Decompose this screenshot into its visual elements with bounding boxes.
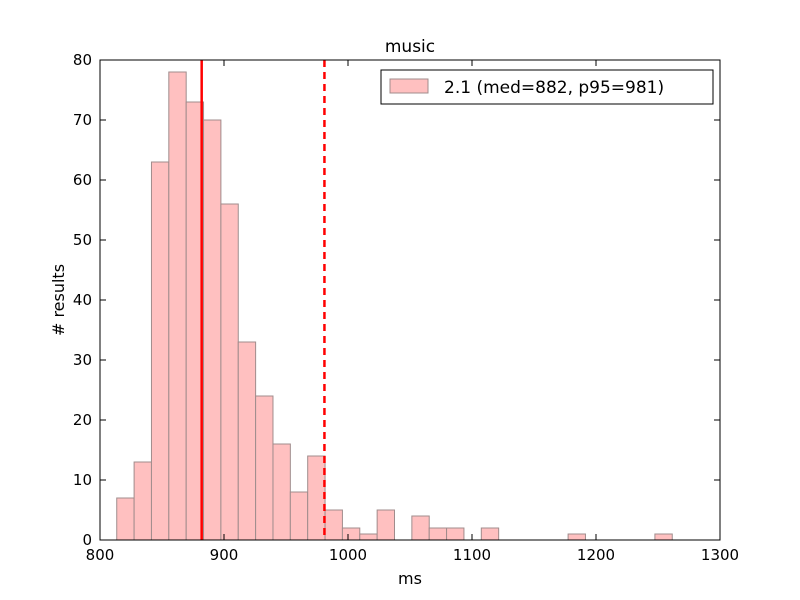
histogram-bar: [307, 455, 326, 541]
histogram-bar: [203, 119, 222, 541]
x-axis-ticks: 800 900 1000 1100 1200 1300: [86, 60, 739, 564]
chart-title: music: [385, 37, 435, 57]
y-tick-label: 70: [73, 111, 92, 129]
y-tick-label: 0: [82, 531, 92, 549]
y-tick-label: 20: [73, 411, 92, 429]
y-tick-label: 40: [73, 291, 92, 309]
y-tick-label: 50: [73, 231, 92, 249]
histogram-bar: [654, 533, 673, 541]
histogram-bar: [324, 509, 343, 541]
legend-label: 2.1 (med=882, p95=981): [444, 78, 664, 98]
y-tick-label: 30: [73, 351, 92, 369]
x-tick-label: 1300: [701, 546, 739, 564]
histogram-bar: [272, 443, 291, 541]
histogram-bar: [480, 527, 500, 541]
bars-group: [116, 71, 673, 541]
histogram-bar: [376, 509, 396, 541]
x-axis-label: ms: [398, 569, 422, 588]
x-tick-label: 1200: [577, 546, 615, 564]
y-tick-label: 80: [73, 51, 92, 69]
histogram-bar: [341, 527, 361, 541]
histogram-bar: [168, 71, 187, 541]
legend-box: [380, 69, 714, 105]
histogram-bar: [220, 203, 239, 541]
histogram-bar: [359, 533, 378, 541]
histogram-bar: [133, 461, 152, 541]
legend-swatch: [389, 78, 429, 94]
x-tick-label: 800: [86, 546, 115, 564]
x-tick-label: 900: [210, 546, 239, 564]
reference-lines: [200, 60, 326, 540]
y-axis-ticks: 0 10 20 30 40 50 60 70 80: [73, 51, 720, 549]
histogram-bar: [255, 395, 274, 541]
y-axis-label: # results: [49, 264, 68, 336]
histogram-bar: [237, 341, 257, 541]
histogram-bar: [411, 515, 430, 541]
y-tick-label: 60: [73, 171, 92, 189]
x-tick-label: 1000: [329, 546, 367, 564]
histogram-bar: [116, 497, 135, 541]
legend: 2.1 (med=882, p95=981): [380, 69, 714, 105]
histogram-bar: [150, 161, 170, 541]
x-tick-label: 1100: [453, 546, 491, 564]
histogram-bar: [567, 533, 586, 541]
y-tick-label: 10: [73, 471, 92, 489]
histogram-bar: [446, 527, 465, 541]
histogram-bar: [289, 491, 309, 541]
histogram-bar: [428, 527, 448, 541]
